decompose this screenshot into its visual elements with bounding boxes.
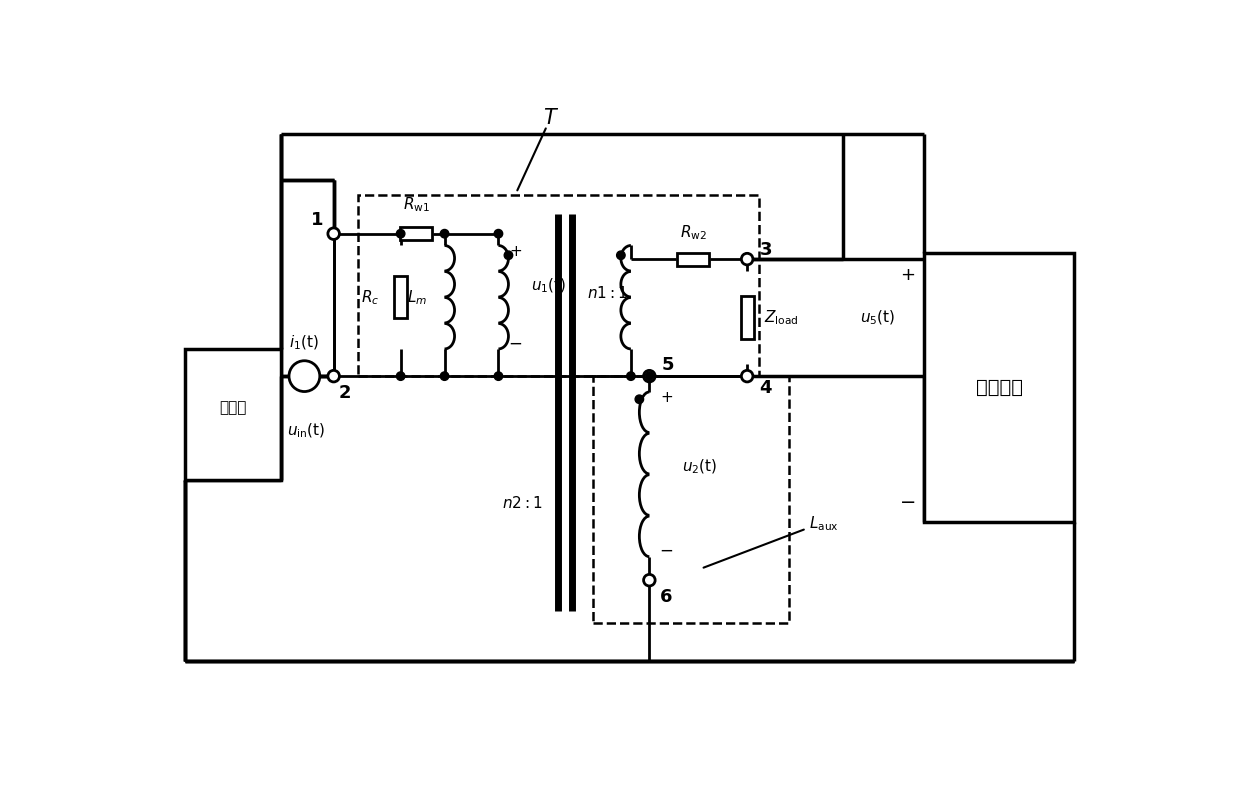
Text: $\mathbf{1}$: $\mathbf{1}$ [310,211,324,229]
Circle shape [742,370,753,382]
Text: $\mathbf{4}$: $\mathbf{4}$ [759,379,773,397]
Bar [740,296,754,339]
Text: 测量仪器: 测量仪器 [976,378,1023,397]
Text: $R_c$: $R_c$ [361,288,379,307]
Text: $i_1({\rm t})$: $i_1({\rm t})$ [289,333,320,351]
Text: $Z_{\rm load}$: $Z_{\rm load}$ [764,308,799,327]
Text: $L_m$: $L_m$ [407,288,427,307]
Circle shape [440,372,449,380]
Circle shape [397,230,405,238]
Text: $u_1({\rm t})$: $u_1({\rm t})$ [531,277,567,295]
Text: $\mathbf{6}$: $\mathbf{6}$ [658,588,672,606]
Circle shape [289,361,320,391]
Circle shape [330,230,337,238]
Text: $-$: $-$ [899,491,915,510]
Circle shape [626,372,635,380]
Circle shape [616,251,625,259]
Circle shape [495,372,502,380]
Text: $u_2({\rm t})$: $u_2({\rm t})$ [682,457,717,476]
Circle shape [327,228,340,240]
Bar [394,276,407,318]
Text: $+$: $+$ [900,266,915,284]
Text: $\mathbf{3}$: $\mathbf{3}$ [759,241,771,259]
Circle shape [327,370,340,382]
Bar [185,349,281,480]
Circle shape [644,370,655,382]
Text: $R_{\rm w2}$: $R_{\rm w2}$ [680,223,707,242]
Text: $T$: $T$ [543,108,559,128]
Text: $L_{\rm aux}$: $L_{\rm aux}$ [808,515,838,534]
Circle shape [742,253,753,265]
Text: $u_{\rm in}({\rm t})$: $u_{\rm in}({\rm t})$ [288,421,326,439]
Bar [358,195,759,376]
Text: $u_5({\rm t})$: $u_5({\rm t})$ [861,308,895,327]
Text: $+$: $+$ [660,390,673,406]
Circle shape [645,372,653,380]
Bar [399,227,433,241]
Text: $n2:1$: $n2:1$ [502,495,543,511]
Circle shape [644,575,655,586]
Bar [593,376,790,623]
Circle shape [505,251,512,259]
Circle shape [635,395,644,403]
Circle shape [495,230,502,238]
Circle shape [440,230,449,238]
Bar [924,253,1074,523]
Text: $-$: $-$ [508,334,522,352]
Text: $\mathbf{2}$: $\mathbf{2}$ [337,384,351,402]
Text: 励磁源: 励磁源 [219,401,247,416]
Text: $-$: $-$ [660,541,673,558]
Text: $n1:1$: $n1:1$ [587,285,627,301]
Text: $R_{\rm w1}$: $R_{\rm w1}$ [403,196,429,215]
Circle shape [397,372,405,380]
Text: $+$: $+$ [508,244,522,259]
Text: $\mathbf{5}$: $\mathbf{5}$ [661,355,675,373]
Bar [677,252,709,266]
